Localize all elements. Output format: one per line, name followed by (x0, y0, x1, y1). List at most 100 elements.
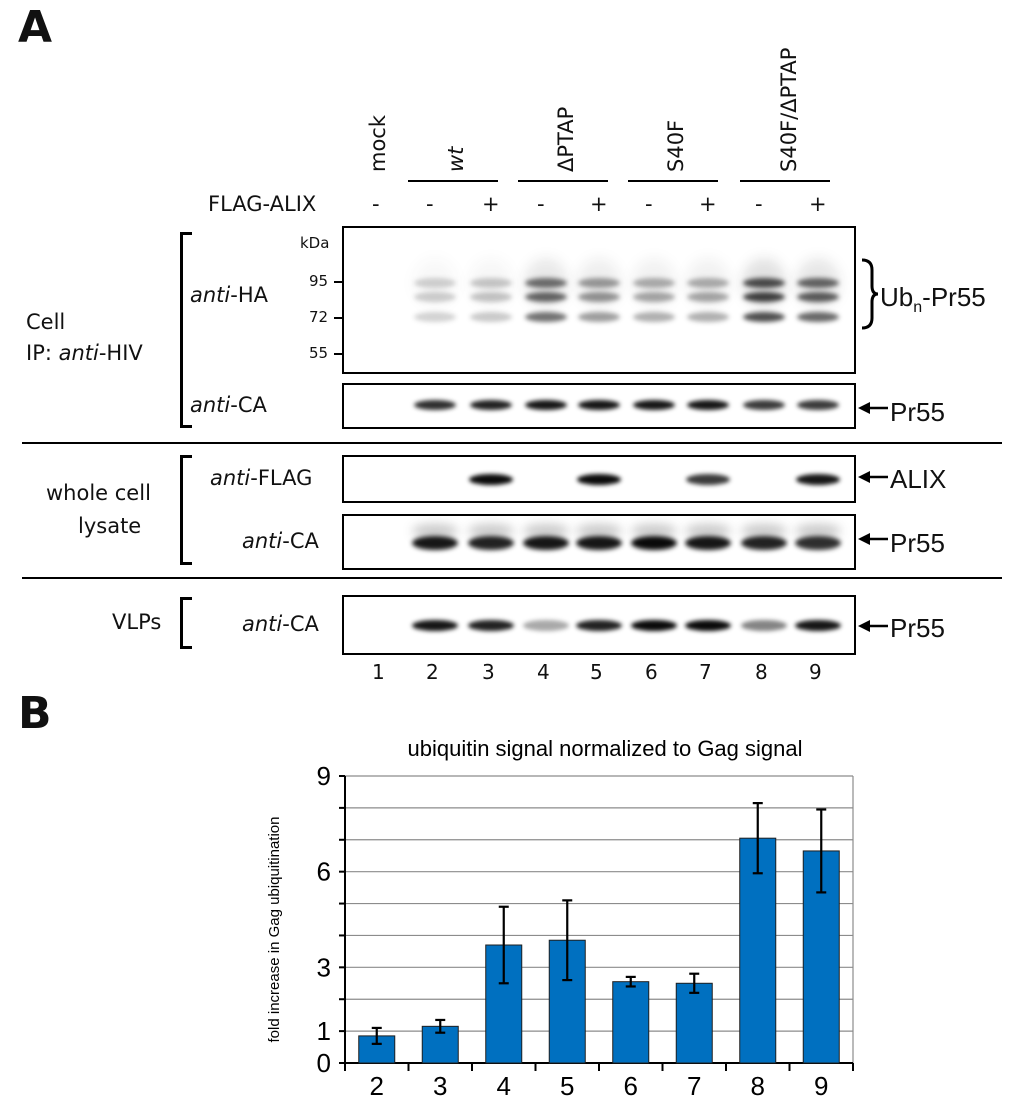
bracket-wcl (180, 455, 192, 565)
mw-72: 72 (309, 308, 329, 326)
lane-number-7: 7 (699, 660, 712, 684)
ha-smear-lane-5 (577, 258, 621, 308)
ha-band-mid-lane-4 (525, 292, 567, 302)
ha-band-mid-lane-5 (578, 292, 620, 302)
wt-underline (408, 180, 498, 182)
wcl-band-lane-5 (576, 536, 622, 550)
ha-band-lower-lane-8 (743, 312, 785, 322)
ha-band-upper-lane-7 (687, 278, 729, 288)
flag-alix-sign-5: + (590, 192, 608, 216)
mw-95-tick (334, 281, 342, 283)
chart-title: ubiquitin signal normalized to Gag signa… (407, 736, 802, 761)
ha-band-upper-lane-9 (797, 278, 839, 288)
label-ub-pr55: Ubn-Pr55 (880, 282, 986, 317)
ca-ip-band-lane-5 (578, 400, 620, 410)
kda-label: kDa (300, 234, 330, 252)
blot-anti-ha (342, 226, 856, 374)
lane-number-2: 2 (426, 660, 439, 684)
ha-band-upper-lane-5 (578, 278, 620, 288)
ca-ip-band-lane-9 (797, 400, 839, 410)
ha-band-mid-lane-7 (687, 292, 729, 302)
lane-number-6: 6 (645, 660, 658, 684)
y-tick-label-3: 3 (317, 952, 331, 982)
vlp-band-lane-4 (523, 620, 569, 631)
ha-band-lower-lane-6 (633, 312, 675, 322)
arrow-1 (858, 402, 888, 414)
ha-band-lower-lane-9 (797, 312, 839, 322)
y-tick-label-1: 1 (317, 1016, 331, 1046)
ca-ip-band-lane-8 (743, 400, 785, 410)
bar-4 (485, 944, 523, 1064)
wcl-smear-lane-8 (741, 524, 787, 538)
x-tick-label-5: 5 (560, 1071, 574, 1101)
vlp-band-lane-5 (576, 620, 622, 631)
x-tick-label-8: 8 (751, 1071, 765, 1101)
lane-number-4: 4 (537, 660, 550, 684)
flag-alix-sign-2: - (426, 192, 434, 216)
bracket-vlps (180, 597, 192, 649)
ca-ip-band-lane-2 (414, 400, 456, 410)
ha-band-lower-lane-2 (414, 312, 456, 322)
ha-band-upper-lane-8 (743, 278, 785, 288)
vlp-band-lane-2 (412, 620, 458, 631)
wcl-band-lane-6 (631, 536, 677, 550)
separator-1 (22, 442, 1002, 444)
flag-band-lane-5 (577, 474, 621, 485)
blot-anti-ca-vlp (342, 595, 856, 655)
flag-alix-sign-1: - (372, 192, 380, 216)
bar-7 (675, 982, 713, 1064)
lane-label-dptap: ΔPTAP (554, 106, 578, 172)
lane-label-s40f: S40F (664, 119, 688, 172)
y-axis-label: fold increase in Gag ubiquitination (266, 817, 283, 1043)
flag-alix-sign-8: - (755, 192, 763, 216)
arrow-3 (858, 533, 888, 545)
mw-95: 95 (309, 272, 329, 290)
ha-band-upper-lane-4 (525, 278, 567, 288)
vlp-band-lane-8 (741, 620, 787, 631)
lane-number-9: 9 (809, 660, 822, 684)
wcl-smear-lane-5 (576, 524, 622, 538)
lane-label-s40fdptap: S40F/ΔPTAP (777, 47, 801, 172)
separator-2 (22, 577, 1002, 579)
x-tick-label-3: 3 (433, 1071, 447, 1101)
ha-band-upper-lane-3 (470, 278, 512, 288)
wcl-smear-lane-6 (631, 524, 677, 538)
ha-band-lower-lane-7 (687, 312, 729, 322)
vlp-band-lane-9 (795, 620, 841, 631)
lane-number-3: 3 (482, 660, 495, 684)
mw-72-tick (334, 317, 342, 319)
label-anti-ca-wcl: anti-CA (242, 529, 319, 553)
arrow-2 (858, 471, 888, 483)
ub-bracket (861, 258, 879, 330)
wcl-band-lane-7 (685, 536, 731, 550)
bar-chart: ubiquitin signal normalized to Gag signa… (266, 736, 854, 1101)
ca-ip-band-lane-7 (687, 400, 729, 410)
wcl-band-lane-9 (795, 536, 841, 550)
x-tick-label-9: 9 (814, 1071, 828, 1101)
dptap-underline (518, 180, 608, 182)
label-pr55-ip: Pr55 (890, 397, 945, 427)
ca-ip-band-lane-3 (470, 400, 512, 410)
group-wcl-line1: whole cell (46, 481, 151, 505)
bracket-cell (180, 232, 192, 428)
x-tick-label-7: 7 (687, 1071, 701, 1101)
ha-band-mid-lane-8 (743, 292, 785, 302)
panel-b-letter: B (18, 688, 52, 739)
label-pr55-vlp: Pr55 (890, 613, 945, 643)
x-tick-label-2: 2 (370, 1071, 384, 1101)
flag-alix-sign-3: + (482, 192, 500, 216)
wcl-band-lane-4 (523, 536, 569, 550)
ha-band-lower-lane-3 (470, 312, 512, 322)
ca-ip-band-lane-4 (525, 400, 567, 410)
ha-band-mid-lane-6 (633, 292, 675, 302)
group-wcl-line2: lysate (78, 514, 142, 538)
lane-number-1: 1 (372, 660, 385, 684)
flag-band-lane-3 (469, 474, 513, 485)
panel-a-letter: A (18, 2, 53, 53)
ha-band-mid-lane-2 (414, 292, 456, 302)
lane-number-5: 5 (590, 660, 603, 684)
ha-band-upper-lane-2 (414, 278, 456, 288)
blot-anti-ca-ip (342, 383, 856, 429)
label-anti-ca-ip: anti-CA (190, 393, 267, 417)
group-cell-line1: Cell (26, 310, 66, 334)
